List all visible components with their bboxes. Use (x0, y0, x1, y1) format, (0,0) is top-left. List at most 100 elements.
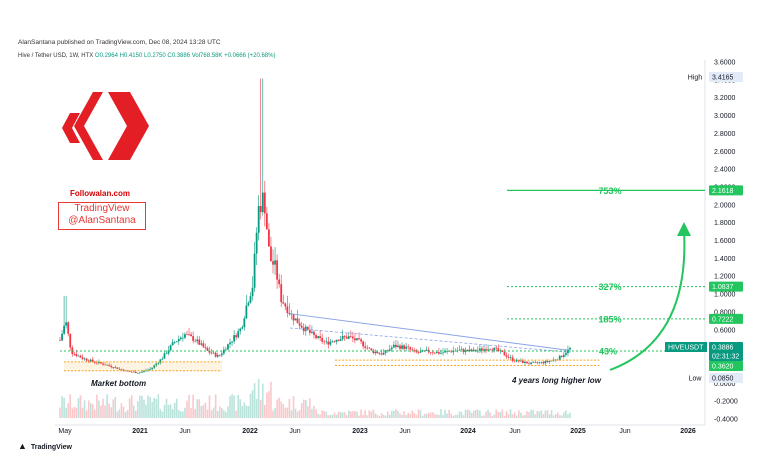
volume-bar (339, 411, 342, 418)
candle-body (231, 341, 233, 343)
candle-body (495, 347, 498, 349)
volume-bar (505, 411, 508, 418)
candle-body (321, 337, 324, 342)
volume-bar (509, 409, 512, 418)
volume-bar (225, 411, 227, 418)
candle-body (435, 352, 438, 354)
volume-bar (216, 411, 219, 418)
volume-bar (343, 412, 346, 418)
candle-body (507, 356, 510, 358)
volume-bar (243, 402, 246, 418)
high-price-tag-text: 3.4165 (712, 75, 734, 82)
candle-body (93, 361, 96, 363)
volume-bar (472, 410, 475, 418)
volume-bar (458, 411, 461, 418)
volume-bar (134, 410, 137, 418)
candle-body (175, 341, 178, 343)
candle-body (184, 334, 186, 338)
volume-bar (386, 411, 389, 418)
volume-bar (491, 415, 493, 418)
footer-brand[interactable]: ▲ TradingView (18, 441, 72, 451)
volume-bar (382, 414, 385, 418)
volume-bar (67, 403, 69, 418)
volume-bar (284, 407, 287, 418)
publisher-line: AlanSantana published on TradingView.com… (18, 39, 221, 46)
volume-bar (567, 414, 569, 418)
candle-body (372, 350, 375, 354)
y-tick-label: 3.2000 (714, 95, 736, 102)
volume-bar (145, 404, 147, 418)
x-tick-label: Jun (289, 428, 300, 435)
volume-bar (294, 408, 297, 418)
volume-bar (337, 411, 340, 418)
candle-body (474, 349, 477, 352)
countdown-tag: 02:31:32 (709, 351, 743, 361)
high-value: H0.4150 (119, 53, 143, 59)
last-price-tag-bg (709, 342, 743, 352)
candle-body (548, 361, 551, 363)
volume-bar (429, 412, 432, 418)
candle-body (206, 348, 209, 351)
volume-value: Vol768.58K (191, 53, 223, 59)
volume-bar (161, 411, 164, 418)
candle-body (444, 351, 446, 353)
volume-bar (126, 410, 129, 418)
candle-body (472, 349, 475, 352)
candle-body (329, 341, 332, 345)
volume-bar (479, 410, 481, 418)
candle-body (239, 328, 242, 332)
candle-body (401, 345, 403, 349)
volume-bar (255, 398, 258, 418)
volume-bar (61, 396, 63, 418)
candle-body (493, 347, 496, 351)
candle-body (77, 355, 80, 357)
volume-bar (427, 412, 430, 418)
volume-bar (325, 411, 328, 418)
volume-bar (100, 405, 102, 418)
volume-bar (376, 414, 379, 418)
volume-bar (69, 394, 72, 418)
candle-body (446, 351, 449, 352)
volume-bar (534, 414, 536, 418)
candle-body (315, 335, 317, 339)
volume-bar (143, 399, 145, 418)
candle-body (100, 362, 102, 364)
candle-body (130, 371, 133, 373)
candle-body (302, 327, 305, 332)
close-value: C0.3886 (167, 53, 191, 59)
volume-bar (313, 405, 315, 418)
volume-bar (272, 410, 274, 418)
y-tick-label: -0.2000 (714, 399, 738, 406)
volume-bar (75, 407, 78, 418)
volume-bar (206, 409, 209, 418)
candle-body (382, 352, 385, 355)
candle-body (237, 331, 240, 338)
candle-body (331, 341, 334, 343)
volume-bar (558, 414, 561, 418)
volume-bar (264, 405, 266, 418)
candle-body (319, 336, 322, 338)
volume-bar (542, 414, 545, 418)
volume-bar (550, 410, 553, 418)
volume-bar (212, 407, 215, 418)
candle-body (534, 362, 537, 363)
volume-bar (110, 407, 113, 418)
volume-bar (231, 394, 233, 418)
candle-body (419, 351, 422, 353)
volume-bar (122, 406, 125, 418)
change-value: +0.0666 (+20.68%) (224, 53, 276, 59)
candle-body (431, 352, 434, 353)
volume-bar (87, 400, 90, 418)
volume-bar (499, 411, 502, 418)
website-label: Followalan.com (70, 189, 131, 198)
volume-bar (378, 415, 381, 418)
volume-bar (362, 415, 364, 418)
volume-bar (511, 414, 514, 418)
candle-body (560, 355, 563, 357)
volume-bar (159, 408, 162, 418)
volume-bar (163, 404, 166, 418)
candle-body (538, 362, 541, 364)
volume-bar (495, 409, 498, 418)
candle-body (317, 336, 319, 339)
